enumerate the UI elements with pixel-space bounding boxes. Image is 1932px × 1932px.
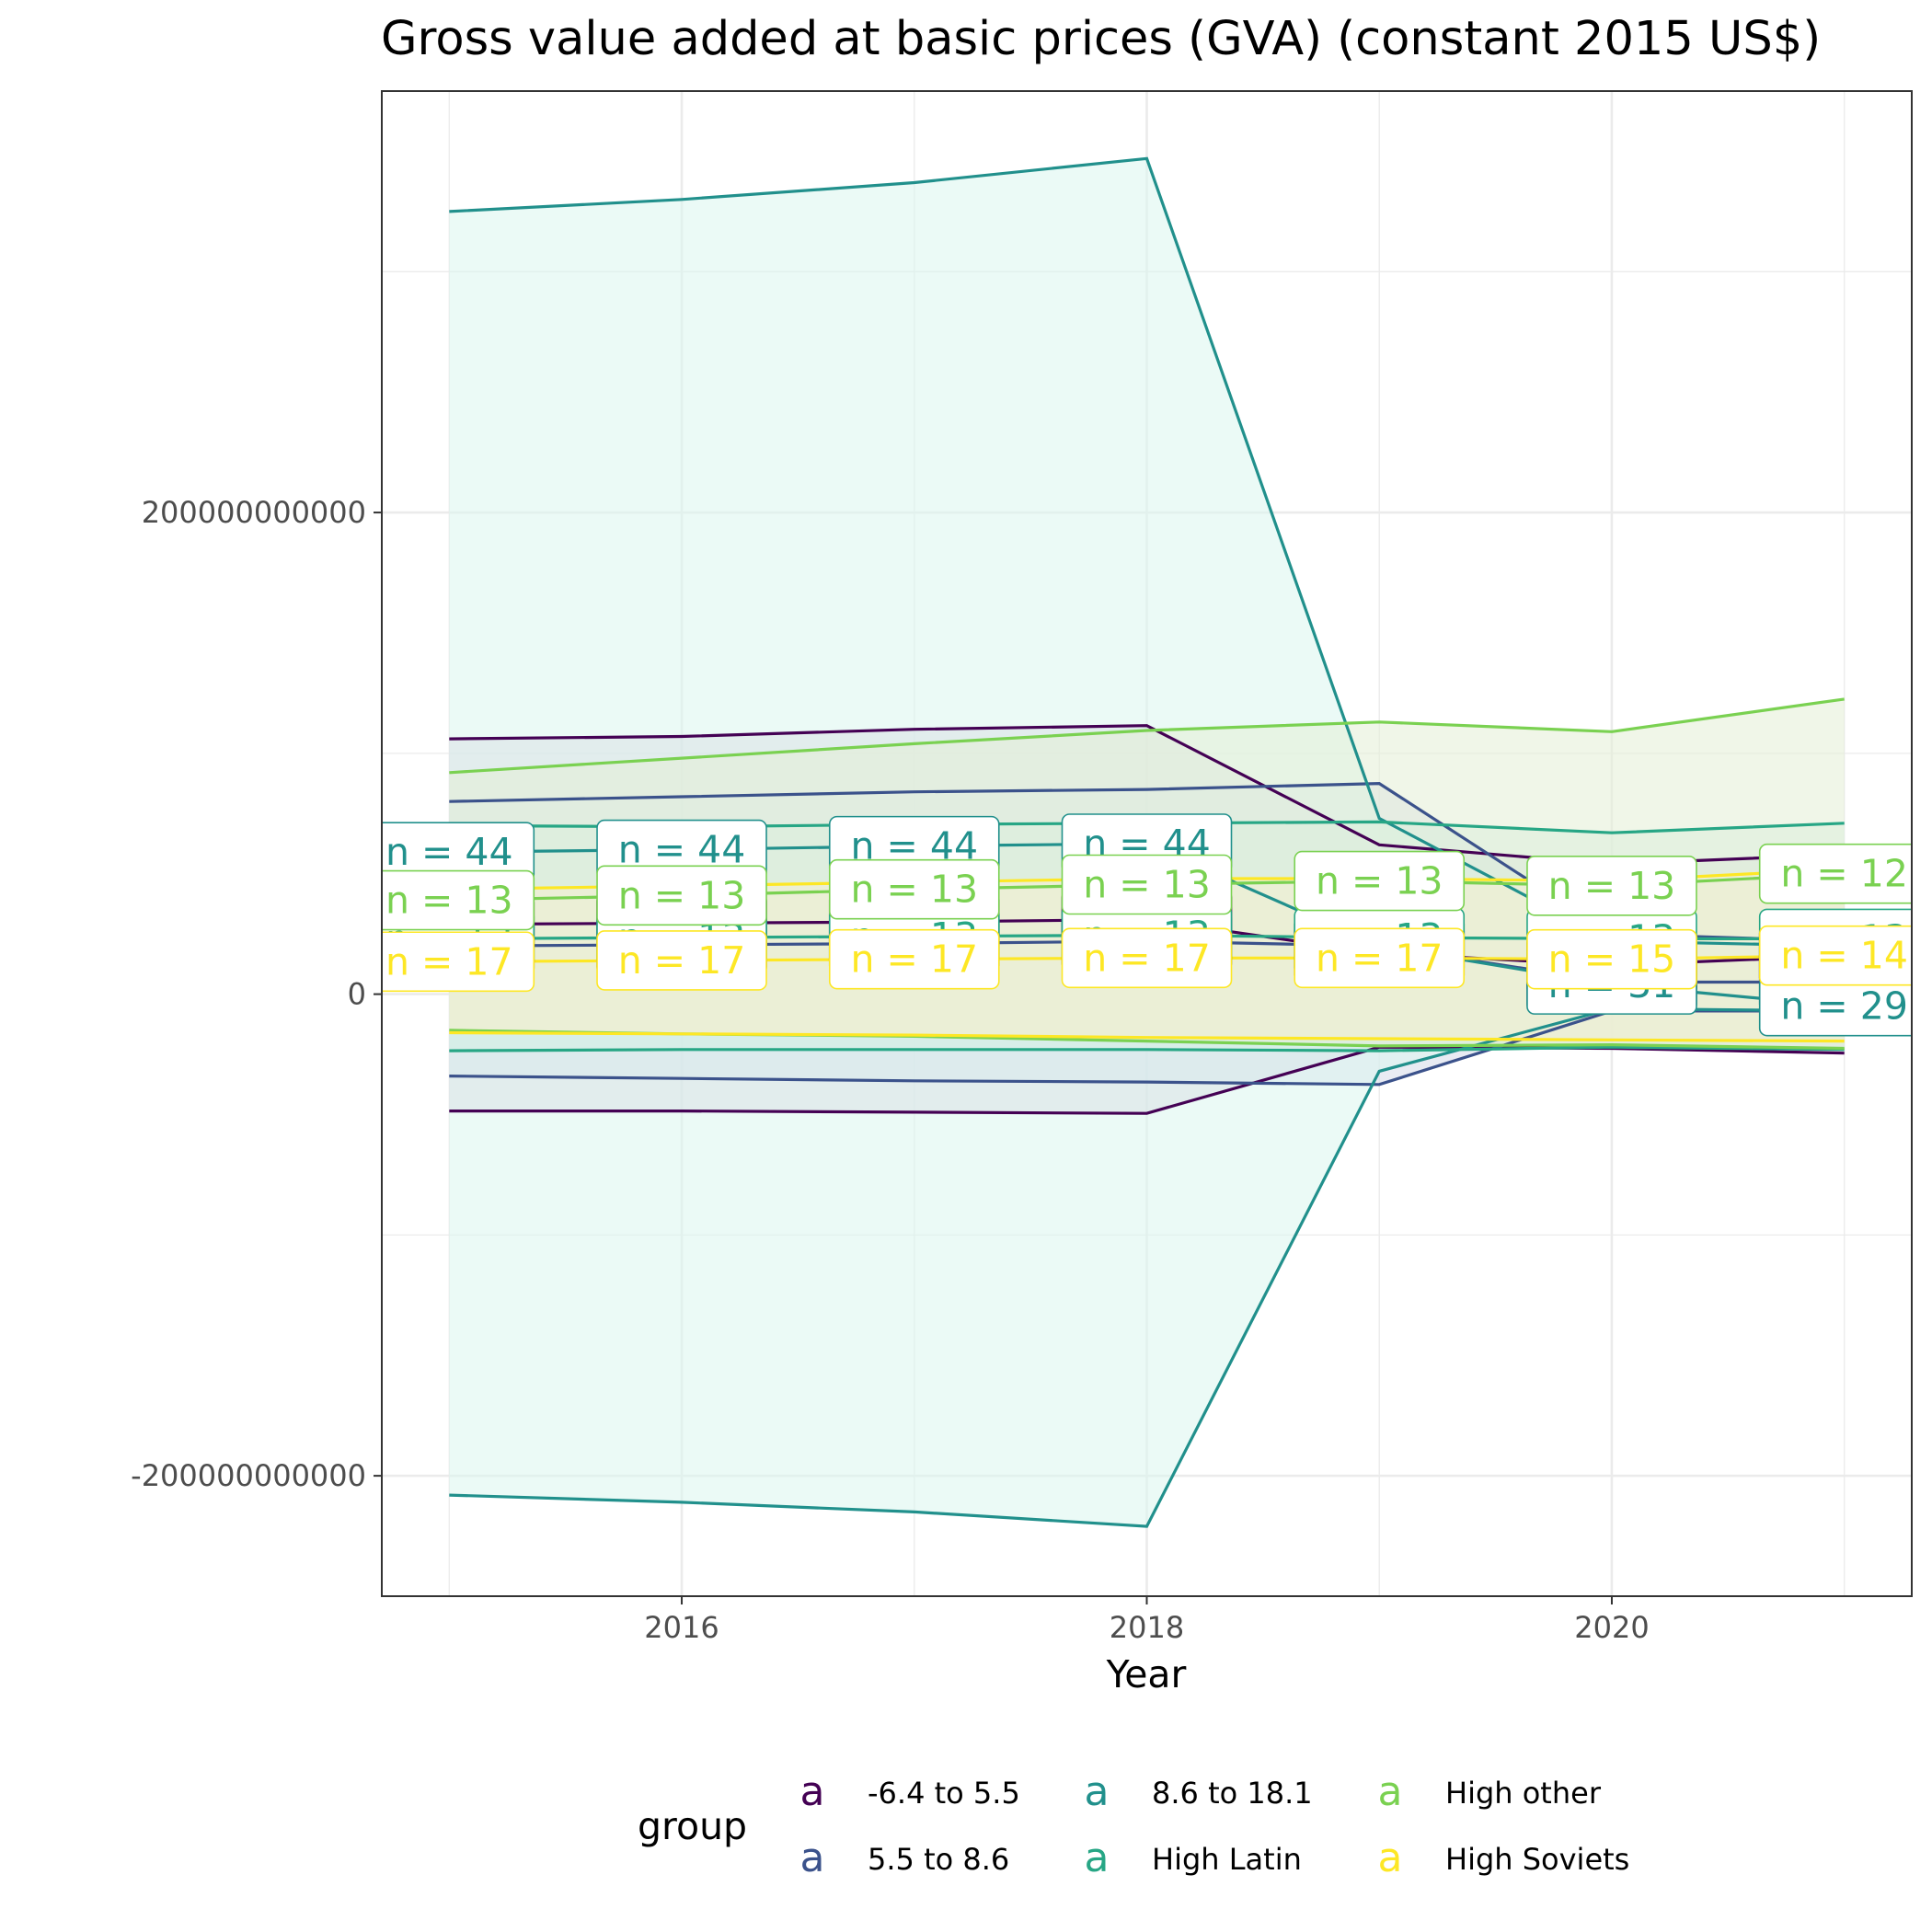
n-label-text: n = 44: [618, 828, 746, 872]
x-tick-label: 2020: [1574, 1610, 1649, 1645]
n-label-2-6: n = 29: [1758, 975, 1912, 1037]
n-label-text: n = 13: [1548, 864, 1676, 908]
legend-key: a: [800, 1834, 825, 1881]
n-label-text: n = 17: [618, 938, 746, 983]
legend-item-1: a 5.5 to 8.6: [800, 1834, 1010, 1881]
n-label-text: n = 13: [1316, 859, 1443, 903]
legend-item-2: a 8.6 to 18.1: [1085, 1768, 1313, 1815]
n-label-4-6: n = 12: [1758, 843, 1912, 904]
n-label-4-0: n = 13: [382, 869, 535, 931]
y-tick-label: 0: [348, 977, 366, 1012]
legend-key: a: [1085, 1768, 1110, 1815]
n-label-text: n = 17: [385, 939, 513, 983]
n-label-4-1: n = 13: [596, 865, 767, 926]
n-label-text: n = 17: [1316, 936, 1443, 980]
n-label-text: n = 13: [385, 879, 513, 923]
n-label-box: [1526, 856, 1697, 916]
n-label-4-5: n = 13: [1526, 856, 1697, 916]
x-axis: 2016 2018 2020: [644, 1596, 1650, 1645]
n-label-5-5: n = 15: [1526, 928, 1697, 990]
x-tick-label: 2018: [1110, 1610, 1184, 1645]
legend-item-4: a High other: [1378, 1768, 1602, 1815]
legend-label: High other: [1445, 1776, 1602, 1811]
legend-key: a: [1378, 1768, 1403, 1815]
legend-label: 8.6 to 18.1: [1152, 1776, 1313, 1811]
n-label-box: [828, 858, 1000, 920]
legend-key: a: [1085, 1834, 1110, 1881]
n-label-box: [1294, 850, 1466, 912]
n-label-2-1: n = 44: [596, 819, 767, 880]
n-labels: n = 11n = 11n = 11n = 11n = 11n = 11n = …: [382, 813, 1912, 1037]
legend-label: 5.5 to 8.6: [868, 1842, 1009, 1877]
n-label-box: [382, 869, 535, 931]
lower-line-3: [449, 1045, 1845, 1052]
n-label-box: [1526, 928, 1697, 990]
n-label-text: n = 13: [850, 868, 978, 912]
n-label-text: n = 17: [850, 937, 978, 982]
y-tick-label: 200000000000: [142, 495, 366, 530]
n-label-box: [1061, 854, 1233, 915]
n-label-5-4: n = 17: [1294, 927, 1466, 989]
n-label-box: [1758, 843, 1912, 904]
n-label-text: n = 13: [618, 873, 746, 917]
y-axis: -200000000000 0 200000000000: [131, 495, 382, 1493]
n-label-box: [1758, 925, 1912, 986]
legend-label: High Latin: [1152, 1842, 1302, 1877]
y-tick-label: -200000000000: [131, 1458, 366, 1493]
n-label-box: [1061, 927, 1233, 989]
n-label-5-0: n = 17: [382, 931, 535, 993]
n-label-4-3: n = 13: [1061, 854, 1233, 915]
legend: group a -6.4 to 5.5 a 5.5 to 8.6 a 8.6 to 18.…: [638, 1768, 1629, 1881]
n-label-5-6: n = 14: [1758, 925, 1912, 986]
lower-line-5: [449, 1030, 1845, 1043]
n-label-box: [596, 865, 767, 926]
x-tick-label: 2016: [644, 1610, 719, 1645]
n-label-box: [1294, 927, 1466, 989]
legend-key: a: [1378, 1834, 1403, 1881]
n-label-box: [596, 930, 767, 991]
n-label-box: [382, 931, 535, 993]
n-label-text: n = 12: [1780, 852, 1908, 896]
x-axis-title: Year: [1106, 1652, 1187, 1696]
n-label-5-3: n = 17: [1061, 927, 1233, 989]
legend-label: -6.4 to 5.5: [868, 1776, 1020, 1811]
n-label-5-1: n = 17: [596, 930, 767, 991]
upper-line-4: [449, 697, 1845, 775]
legend-key: a: [800, 1768, 825, 1815]
legend-label: High Soviets: [1445, 1842, 1629, 1877]
n-label-5-2: n = 17: [828, 928, 1000, 990]
legend-item-5: a High Soviets: [1378, 1834, 1630, 1881]
n-label-2-0: n = 44: [382, 822, 535, 882]
n-label-4-2: n = 13: [828, 858, 1000, 920]
n-label-text: n = 29: [1780, 984, 1908, 1029]
legend-item-0: a -6.4 to 5.5: [800, 1768, 1020, 1815]
legend-item-3: a High Latin: [1085, 1834, 1302, 1881]
chart-title: Gross value added at basic prices (GVA) …: [381, 12, 1821, 66]
n-label-text: n = 15: [1548, 937, 1676, 982]
legend-title: group: [638, 1804, 747, 1848]
n-label-4-4: n = 13: [1294, 850, 1466, 912]
n-label-text: n = 13: [1083, 862, 1211, 906]
n-label-text: n = 44: [385, 830, 513, 874]
n-label-box: [828, 928, 1000, 990]
n-label-text: n = 14: [1780, 934, 1908, 978]
n-label-text: n = 17: [1083, 936, 1211, 980]
